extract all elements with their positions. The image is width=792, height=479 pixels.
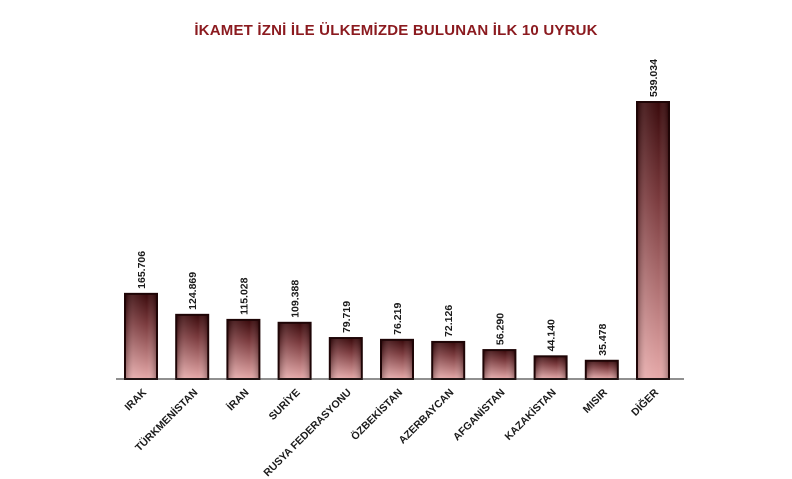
- bar-value-label: 79.719: [341, 301, 353, 333]
- bar-11: [636, 101, 670, 380]
- bar-value-label: 109.388: [290, 280, 302, 318]
- category-label: RUSYA FEDERASYONU: [261, 387, 354, 479]
- bar-10: [584, 359, 619, 381]
- bar-shading: [382, 340, 412, 378]
- bar-shading: [177, 315, 208, 378]
- bar-shading: [586, 361, 617, 378]
- bar-shading: [330, 339, 361, 378]
- chart-title: İKAMET İZNİ İLE ÜLKEMİZDE BULUNAN İLK 10…: [194, 22, 598, 39]
- category-label: AZERBAYCAN: [397, 387, 457, 447]
- category-label: IRAK: [122, 386, 149, 413]
- bar-6: [380, 338, 414, 380]
- bar-value-label: 124.869: [187, 272, 199, 310]
- category-label: SURİYE: [266, 386, 303, 423]
- bar-2: [175, 313, 210, 380]
- bar-3: [226, 318, 261, 381]
- bar-shading: [638, 103, 668, 378]
- bar-shading: [535, 357, 566, 378]
- category-label: İRAN: [224, 386, 251, 413]
- bar-4: [277, 321, 312, 380]
- bar-value-label: 72.126: [443, 305, 455, 337]
- category-label: MISIR: [581, 386, 610, 415]
- bar-shading: [484, 351, 515, 378]
- bar-value-label: 76.219: [392, 303, 404, 335]
- category-label: ÖZBEKİSTAN: [348, 386, 405, 443]
- bar-value-label: 56.290: [494, 313, 506, 345]
- bar-8: [482, 349, 517, 381]
- bar-7: [431, 340, 466, 380]
- bar-5: [328, 337, 363, 380]
- bar-value-label: 539.034: [648, 59, 660, 97]
- bar-shading: [279, 323, 310, 378]
- bar-value-label: 115.028: [238, 277, 250, 315]
- bar-9: [533, 355, 568, 380]
- bar-shading: [228, 320, 259, 378]
- bar-shading: [433, 342, 464, 378]
- bar-value-label: 35.478: [597, 323, 609, 355]
- category-label: KAZAKİSTAN: [502, 386, 559, 443]
- bar-shading: [126, 294, 156, 378]
- category-label: AFGANİSTAN: [450, 386, 507, 443]
- bar-value-label: 44.140: [546, 319, 558, 351]
- category-label: DİĞER: [628, 386, 661, 419]
- bar-1: [124, 292, 158, 380]
- bar-value-label: 165.706: [136, 251, 148, 289]
